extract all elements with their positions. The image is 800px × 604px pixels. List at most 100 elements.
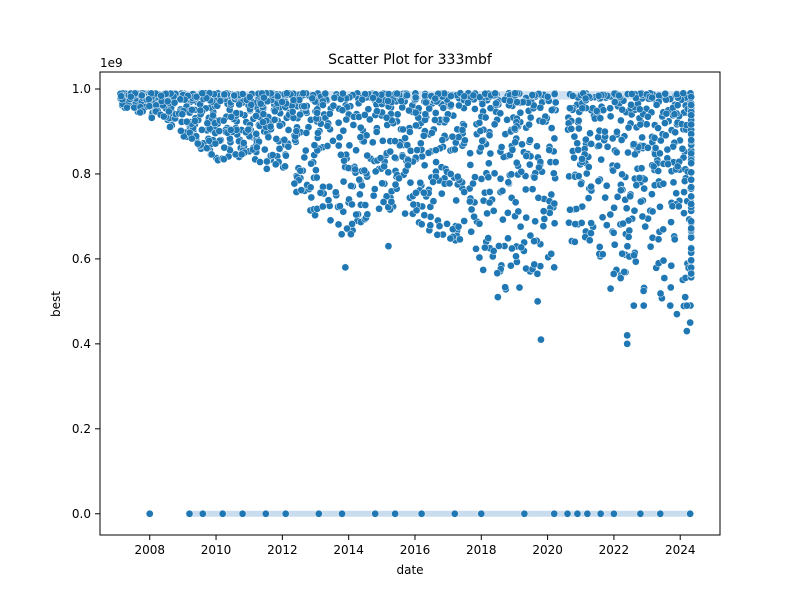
data-point [339, 126, 348, 135]
data-point [510, 124, 519, 133]
data-point [585, 236, 594, 245]
data-point [584, 163, 593, 171]
data-point [340, 156, 348, 165]
data-point [479, 266, 488, 274]
data-point [522, 264, 530, 273]
data-point [316, 188, 325, 197]
zero-point [185, 509, 194, 518]
data-point [538, 117, 547, 126]
data-point [657, 136, 665, 145]
data-point [431, 116, 439, 124]
data-point [336, 202, 344, 210]
data-point [452, 196, 461, 205]
data-point [259, 110, 268, 118]
data-point [522, 152, 531, 160]
data-point [117, 92, 125, 101]
data-point [198, 126, 206, 134]
data-point [587, 182, 595, 191]
data-point [369, 191, 378, 200]
data-point [547, 250, 556, 258]
data-point [680, 188, 688, 196]
data-point [123, 103, 131, 112]
data-point [572, 205, 581, 213]
data-point [637, 164, 646, 173]
data-point [331, 188, 340, 197]
data-point [630, 206, 639, 215]
data-point [648, 190, 656, 199]
data-point [481, 243, 489, 252]
data-point [443, 220, 451, 228]
data-point [391, 137, 399, 145]
data-point [344, 164, 353, 172]
data-point [227, 113, 236, 121]
data-point [490, 169, 499, 178]
data-point [672, 90, 681, 99]
data-point [526, 231, 535, 240]
data-point [638, 212, 647, 221]
data-point [471, 173, 479, 181]
data-point [533, 142, 541, 151]
data-point [595, 243, 604, 251]
y-axis-scale-label: 1e9 [100, 56, 123, 70]
data-point [418, 152, 426, 161]
data-point [137, 91, 146, 100]
data-point [351, 165, 359, 174]
data-point [613, 162, 622, 170]
data-point [447, 100, 455, 109]
data-point [271, 160, 280, 169]
data-point [598, 250, 607, 259]
data-point [144, 95, 153, 104]
data-point [660, 274, 669, 282]
data-point [272, 135, 281, 143]
data-point [667, 261, 676, 270]
data-point [445, 179, 454, 188]
data-point [215, 127, 224, 135]
zero-point [520, 509, 529, 518]
data-point [610, 240, 619, 249]
data-point [363, 151, 372, 160]
data-point [540, 215, 549, 223]
data-point [314, 129, 322, 137]
y-tick-label: 0.0 [72, 507, 91, 521]
data-point [687, 136, 696, 144]
data-point [573, 139, 582, 148]
data-point [603, 142, 612, 151]
data-point [426, 213, 435, 221]
data-point [687, 244, 696, 253]
data-point [661, 89, 670, 98]
data-point [220, 155, 228, 164]
data-point [324, 196, 333, 205]
data-point [498, 187, 507, 195]
data-point [370, 185, 379, 193]
data-point [624, 233, 633, 241]
data-point [512, 158, 521, 167]
data-point [517, 243, 526, 252]
data-point [450, 145, 459, 154]
data-point [176, 95, 185, 104]
data-point [406, 146, 415, 155]
data-point [644, 112, 652, 121]
x-tick-label: 2012 [267, 543, 298, 557]
data-point [466, 161, 475, 169]
data-point [404, 161, 412, 170]
x-tick-label: 2016 [400, 543, 431, 557]
data-point [302, 129, 311, 137]
data-point [568, 92, 577, 100]
data-point [608, 134, 617, 143]
data-point [273, 92, 282, 101]
data-point [220, 90, 229, 99]
data-point [617, 116, 625, 125]
data-point [448, 132, 457, 141]
data-point [403, 91, 411, 100]
data-point [475, 119, 484, 127]
data-point [528, 91, 537, 99]
data-point [504, 178, 513, 187]
data-point [550, 219, 559, 228]
data-point [318, 202, 327, 211]
data-point [417, 220, 426, 229]
data-point [268, 151, 277, 159]
data-point [536, 103, 545, 112]
data-point [446, 170, 455, 178]
zero-point [261, 509, 270, 518]
zero-point [573, 509, 582, 518]
